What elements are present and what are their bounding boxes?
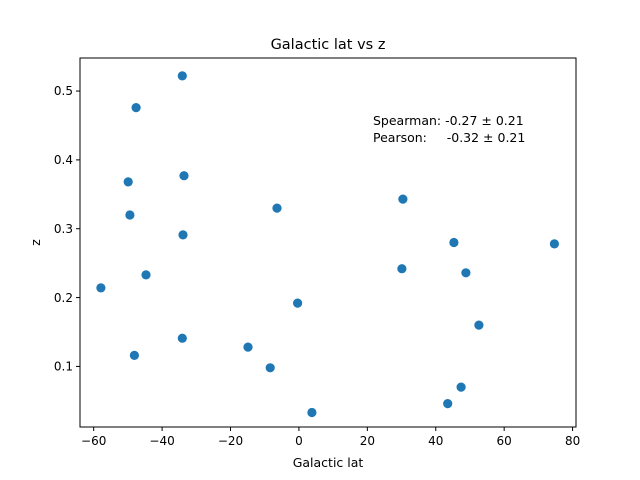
data-point <box>307 407 317 418</box>
data-point <box>123 177 133 187</box>
y-tick-label: 0.2 <box>54 291 73 305</box>
y-tick-label: 0.1 <box>54 360 73 374</box>
plot-frame <box>79 57 577 428</box>
x-tick-label: −60 <box>81 434 106 448</box>
data-point <box>96 283 106 293</box>
y-tick-label: 0.5 <box>54 84 73 98</box>
data-point <box>474 320 484 330</box>
x-tick-label: 0 <box>295 434 303 448</box>
x-tick-label: 40 <box>428 434 443 448</box>
data-point <box>243 342 253 352</box>
x-tick-label: −40 <box>149 434 174 448</box>
data-point <box>265 363 275 373</box>
data-point <box>443 399 453 409</box>
y-axis-label: z <box>28 239 43 246</box>
data-point <box>397 264 407 274</box>
data-point <box>141 270 151 280</box>
correlation-annotation-spearman: Spearman: -0.27 ± 0.21 <box>373 113 524 128</box>
x-axis-label: Galactic lat <box>293 455 364 470</box>
data-point <box>177 333 187 343</box>
data-point <box>178 230 188 240</box>
data-point <box>177 71 187 81</box>
chart-title: Galactic lat vs z <box>271 37 386 53</box>
x-tick-label: 60 <box>497 434 512 448</box>
data-point <box>129 350 139 360</box>
data-points <box>96 71 560 418</box>
x-tick-label: 80 <box>565 434 580 448</box>
data-point <box>293 298 303 308</box>
data-point <box>449 237 459 248</box>
x-axis-ticks: −60 −40 −20 0 20 40 60 80 <box>81 427 580 448</box>
data-point <box>272 203 282 213</box>
y-tick-label: 0.3 <box>54 222 73 236</box>
x-tick-label: 20 <box>360 434 375 448</box>
data-point <box>456 382 466 392</box>
data-point <box>549 239 560 249</box>
data-point <box>461 268 471 278</box>
y-tick-label: 0.4 <box>54 153 73 167</box>
data-point <box>131 103 141 113</box>
y-axis-ticks: 0.1 0.2 0.3 0.4 0.5 <box>54 84 80 374</box>
data-point <box>398 194 408 204</box>
data-point <box>125 210 135 220</box>
data-point <box>179 171 189 181</box>
correlation-annotation-pearson: Pearson: -0.32 ± 0.21 <box>373 130 525 145</box>
x-tick-label: −20 <box>218 434 243 448</box>
